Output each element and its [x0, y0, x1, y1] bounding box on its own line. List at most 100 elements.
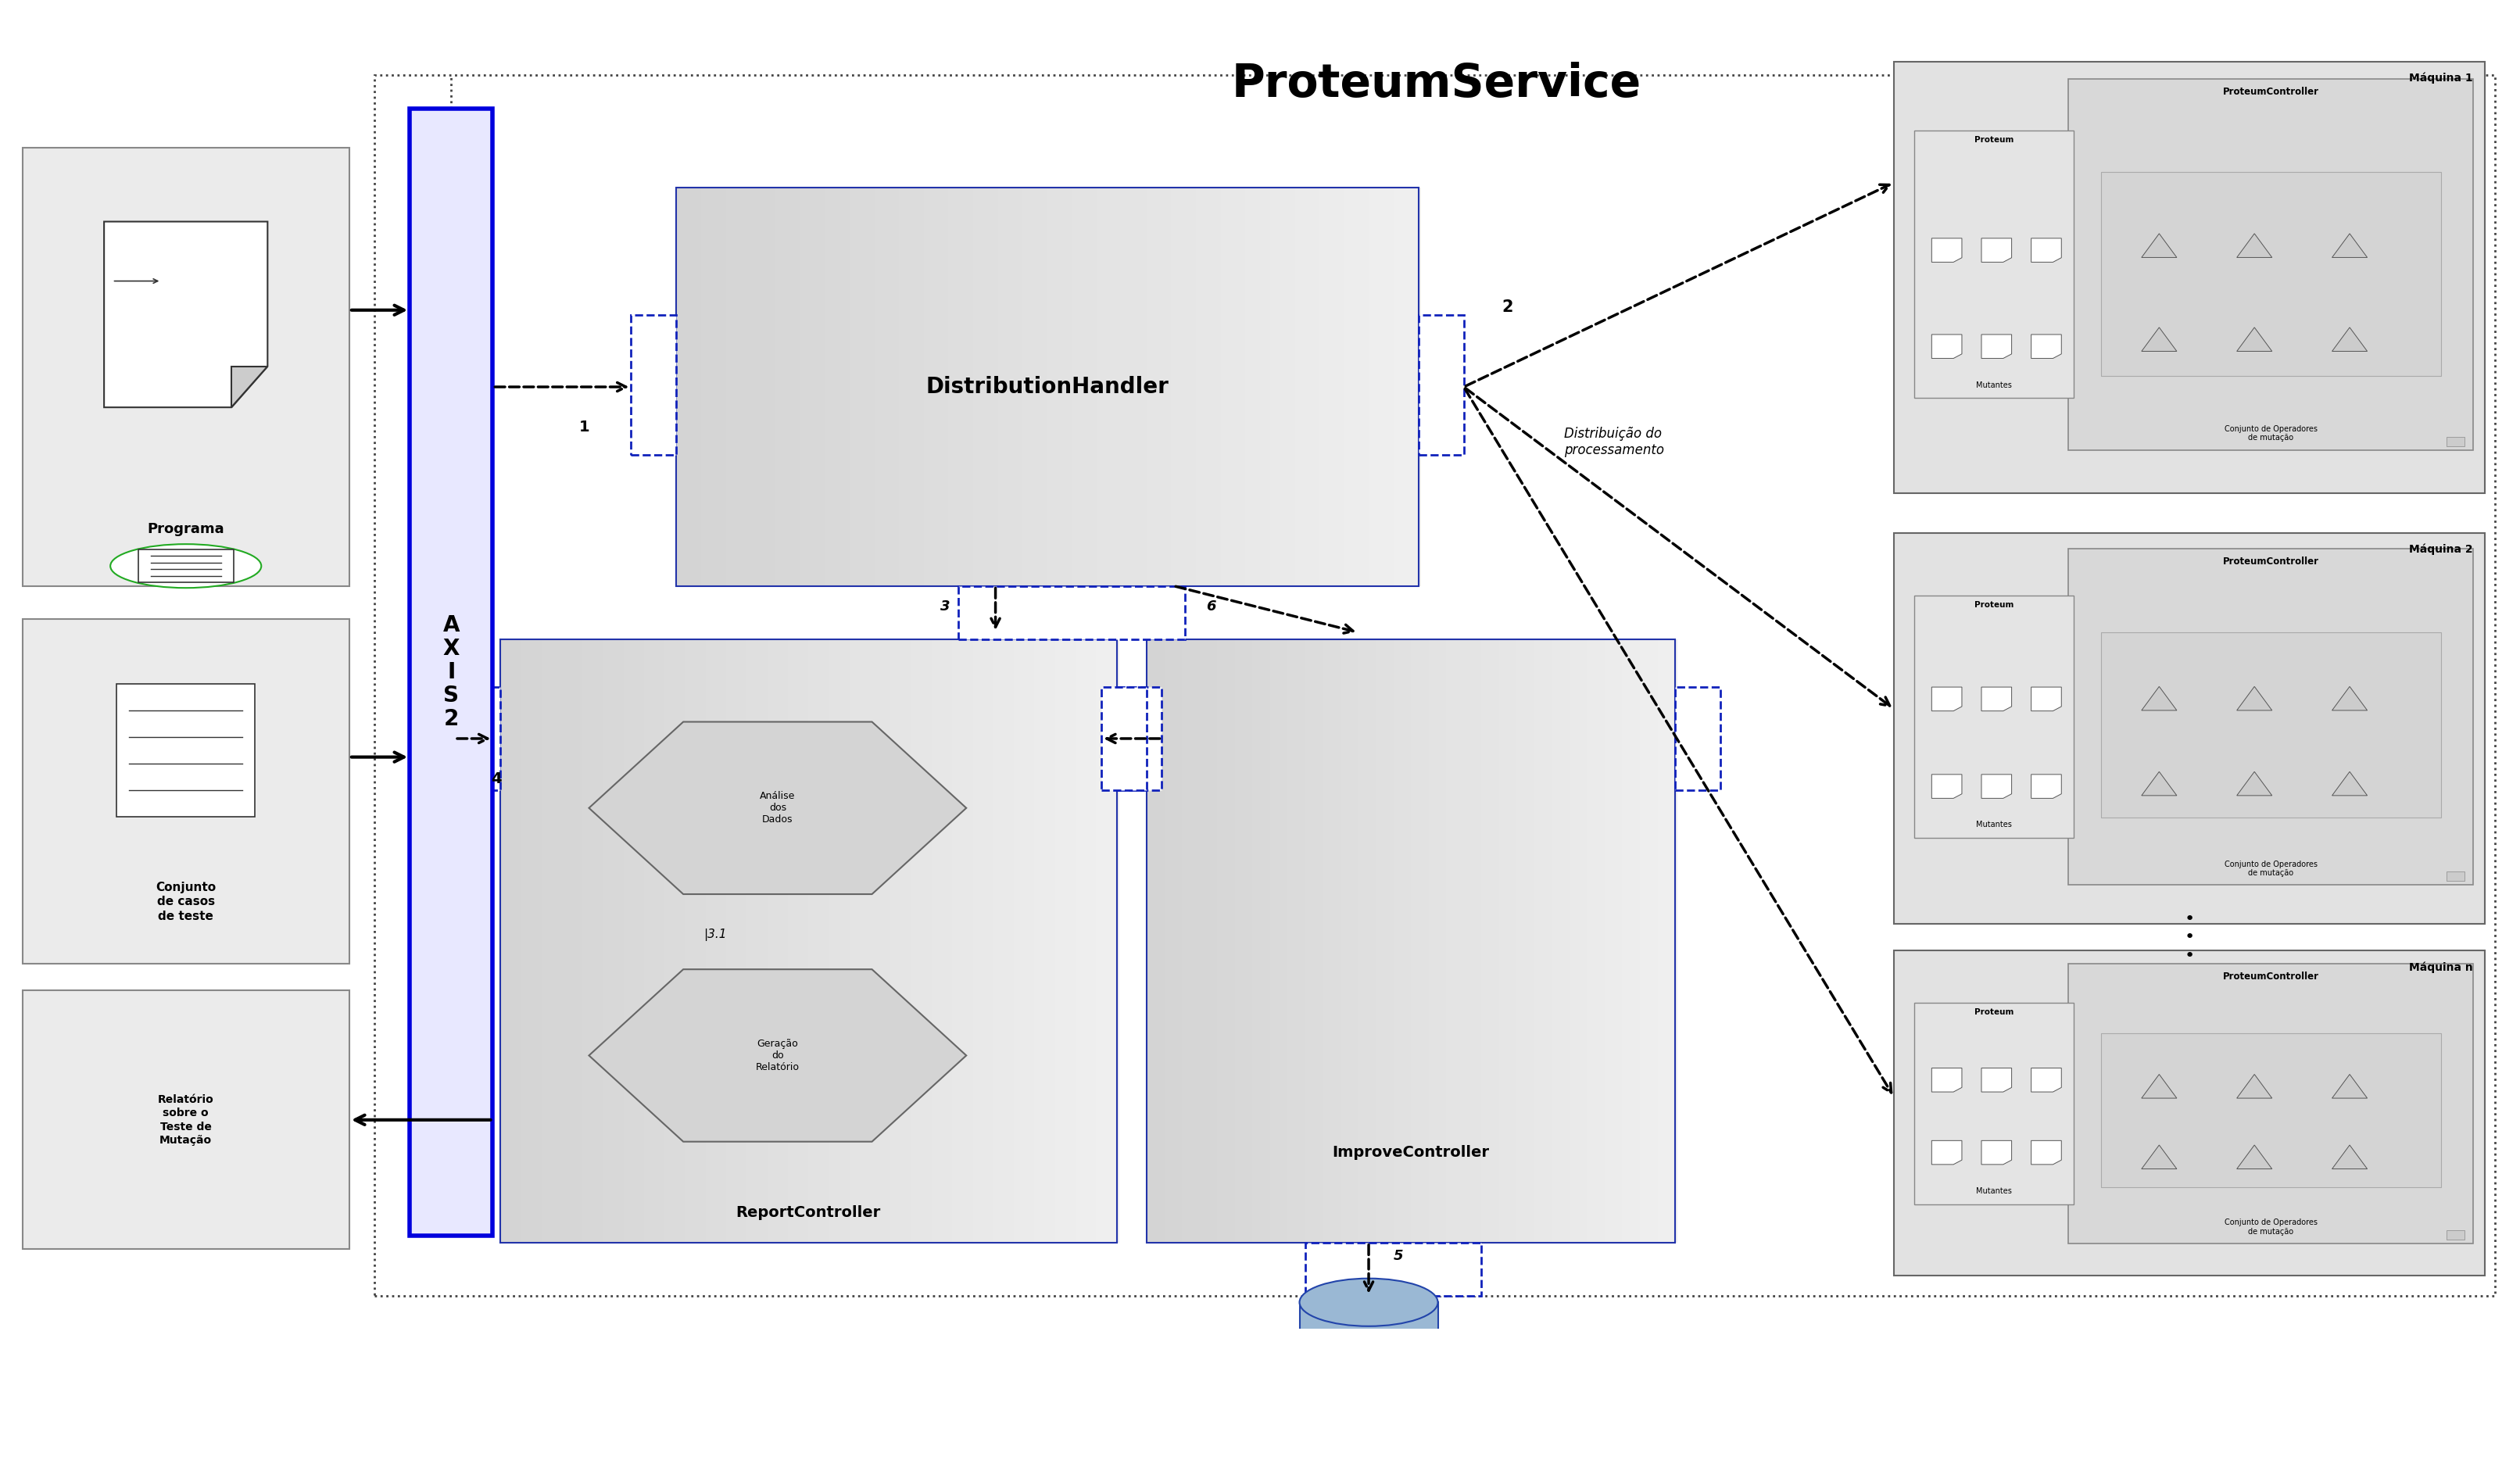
Polygon shape: [1981, 688, 2011, 711]
FancyBboxPatch shape: [1033, 639, 1058, 1242]
Text: Relatório
sobre o
Teste de
Mutação: Relatório sobre o Teste de Mutação: [159, 1094, 214, 1146]
Polygon shape: [2031, 688, 2061, 711]
Polygon shape: [1981, 238, 2011, 263]
FancyBboxPatch shape: [2102, 632, 2442, 818]
FancyBboxPatch shape: [1915, 131, 2074, 399]
FancyBboxPatch shape: [1641, 639, 1661, 1242]
Text: Conjunto
de casos
de teste: Conjunto de casos de teste: [156, 882, 217, 923]
FancyBboxPatch shape: [799, 188, 827, 585]
FancyBboxPatch shape: [953, 639, 975, 1242]
Polygon shape: [2331, 1075, 2366, 1098]
Polygon shape: [2238, 234, 2273, 257]
Ellipse shape: [1300, 1279, 1439, 1326]
Polygon shape: [1981, 334, 2011, 358]
FancyBboxPatch shape: [849, 188, 877, 585]
FancyBboxPatch shape: [1200, 639, 1220, 1242]
FancyBboxPatch shape: [776, 188, 801, 585]
Text: Geração
do
Relatório: Geração do Relatório: [756, 1038, 799, 1072]
Polygon shape: [2031, 334, 2061, 358]
FancyBboxPatch shape: [973, 188, 1000, 585]
Text: ReportController: ReportController: [736, 1204, 882, 1221]
Text: Conjunto de Operadores
de mutação: Conjunto de Operadores de mutação: [2225, 425, 2318, 442]
Text: 1: 1: [580, 420, 590, 435]
FancyBboxPatch shape: [1552, 639, 1572, 1242]
FancyBboxPatch shape: [1658, 639, 1678, 1242]
Text: ProteumController: ProteumController: [2223, 972, 2318, 983]
Polygon shape: [2031, 1069, 2061, 1092]
FancyBboxPatch shape: [1252, 639, 1273, 1242]
Polygon shape: [1933, 238, 1963, 263]
Polygon shape: [2238, 772, 2273, 796]
FancyBboxPatch shape: [1482, 639, 1502, 1242]
Text: Mutantes: Mutantes: [1976, 821, 2011, 829]
FancyBboxPatch shape: [630, 315, 675, 454]
FancyBboxPatch shape: [1623, 639, 1643, 1242]
FancyBboxPatch shape: [1235, 639, 1255, 1242]
Polygon shape: [2031, 238, 2061, 263]
FancyBboxPatch shape: [645, 639, 668, 1242]
FancyBboxPatch shape: [602, 639, 625, 1242]
Text: Mutantes: Mutantes: [1976, 381, 2011, 388]
Polygon shape: [2142, 772, 2177, 796]
FancyBboxPatch shape: [665, 639, 688, 1242]
FancyBboxPatch shape: [1895, 61, 2485, 493]
Polygon shape: [2331, 234, 2366, 257]
FancyBboxPatch shape: [1588, 639, 1608, 1242]
FancyBboxPatch shape: [789, 639, 811, 1242]
FancyBboxPatch shape: [1464, 639, 1484, 1242]
FancyBboxPatch shape: [1394, 188, 1421, 585]
FancyBboxPatch shape: [706, 639, 728, 1242]
FancyBboxPatch shape: [1197, 188, 1222, 585]
FancyBboxPatch shape: [958, 585, 1184, 639]
Text: ProteumController: ProteumController: [2223, 556, 2318, 566]
Text: 6: 6: [1207, 599, 1217, 613]
FancyBboxPatch shape: [675, 188, 703, 585]
FancyBboxPatch shape: [1499, 639, 1520, 1242]
Text: ImproveController: ImproveController: [1333, 1145, 1489, 1159]
FancyBboxPatch shape: [1535, 639, 1555, 1242]
FancyBboxPatch shape: [1147, 188, 1174, 585]
FancyBboxPatch shape: [116, 683, 255, 816]
FancyBboxPatch shape: [701, 188, 728, 585]
Polygon shape: [2142, 686, 2177, 711]
Polygon shape: [2331, 1145, 2366, 1169]
Polygon shape: [2238, 686, 2273, 711]
FancyBboxPatch shape: [746, 639, 771, 1242]
Polygon shape: [2238, 1075, 2273, 1098]
FancyBboxPatch shape: [1270, 188, 1298, 585]
Text: Proteum: Proteum: [1973, 136, 2013, 145]
FancyBboxPatch shape: [1915, 1003, 2074, 1204]
FancyBboxPatch shape: [932, 639, 955, 1242]
Text: ProteumController: ProteumController: [2223, 88, 2318, 98]
FancyBboxPatch shape: [1013, 639, 1036, 1242]
FancyBboxPatch shape: [1270, 639, 1290, 1242]
Text: |3.1: |3.1: [703, 929, 726, 942]
FancyBboxPatch shape: [1217, 639, 1237, 1242]
FancyBboxPatch shape: [925, 188, 950, 585]
FancyBboxPatch shape: [1368, 188, 1396, 585]
FancyBboxPatch shape: [809, 639, 832, 1242]
Polygon shape: [2238, 327, 2273, 352]
Polygon shape: [2142, 1075, 2177, 1098]
FancyBboxPatch shape: [522, 639, 544, 1242]
Polygon shape: [2142, 327, 2177, 352]
Text: 4: 4: [491, 772, 501, 787]
FancyBboxPatch shape: [993, 639, 1016, 1242]
Polygon shape: [2031, 774, 2061, 799]
FancyBboxPatch shape: [973, 639, 995, 1242]
Text: 2: 2: [1502, 299, 1512, 315]
FancyBboxPatch shape: [1429, 639, 1449, 1242]
FancyBboxPatch shape: [1358, 639, 1378, 1242]
FancyBboxPatch shape: [1570, 639, 1590, 1242]
FancyBboxPatch shape: [890, 639, 915, 1242]
Polygon shape: [2331, 327, 2366, 352]
FancyBboxPatch shape: [1121, 188, 1149, 585]
FancyBboxPatch shape: [23, 147, 350, 585]
Ellipse shape: [111, 545, 262, 588]
Text: Distribuição do
processamento: Distribuição do processamento: [1565, 426, 1663, 457]
FancyBboxPatch shape: [2447, 872, 2465, 880]
FancyBboxPatch shape: [1895, 533, 2485, 924]
FancyBboxPatch shape: [1343, 188, 1371, 585]
FancyBboxPatch shape: [1376, 639, 1396, 1242]
Ellipse shape: [1300, 1412, 1439, 1459]
